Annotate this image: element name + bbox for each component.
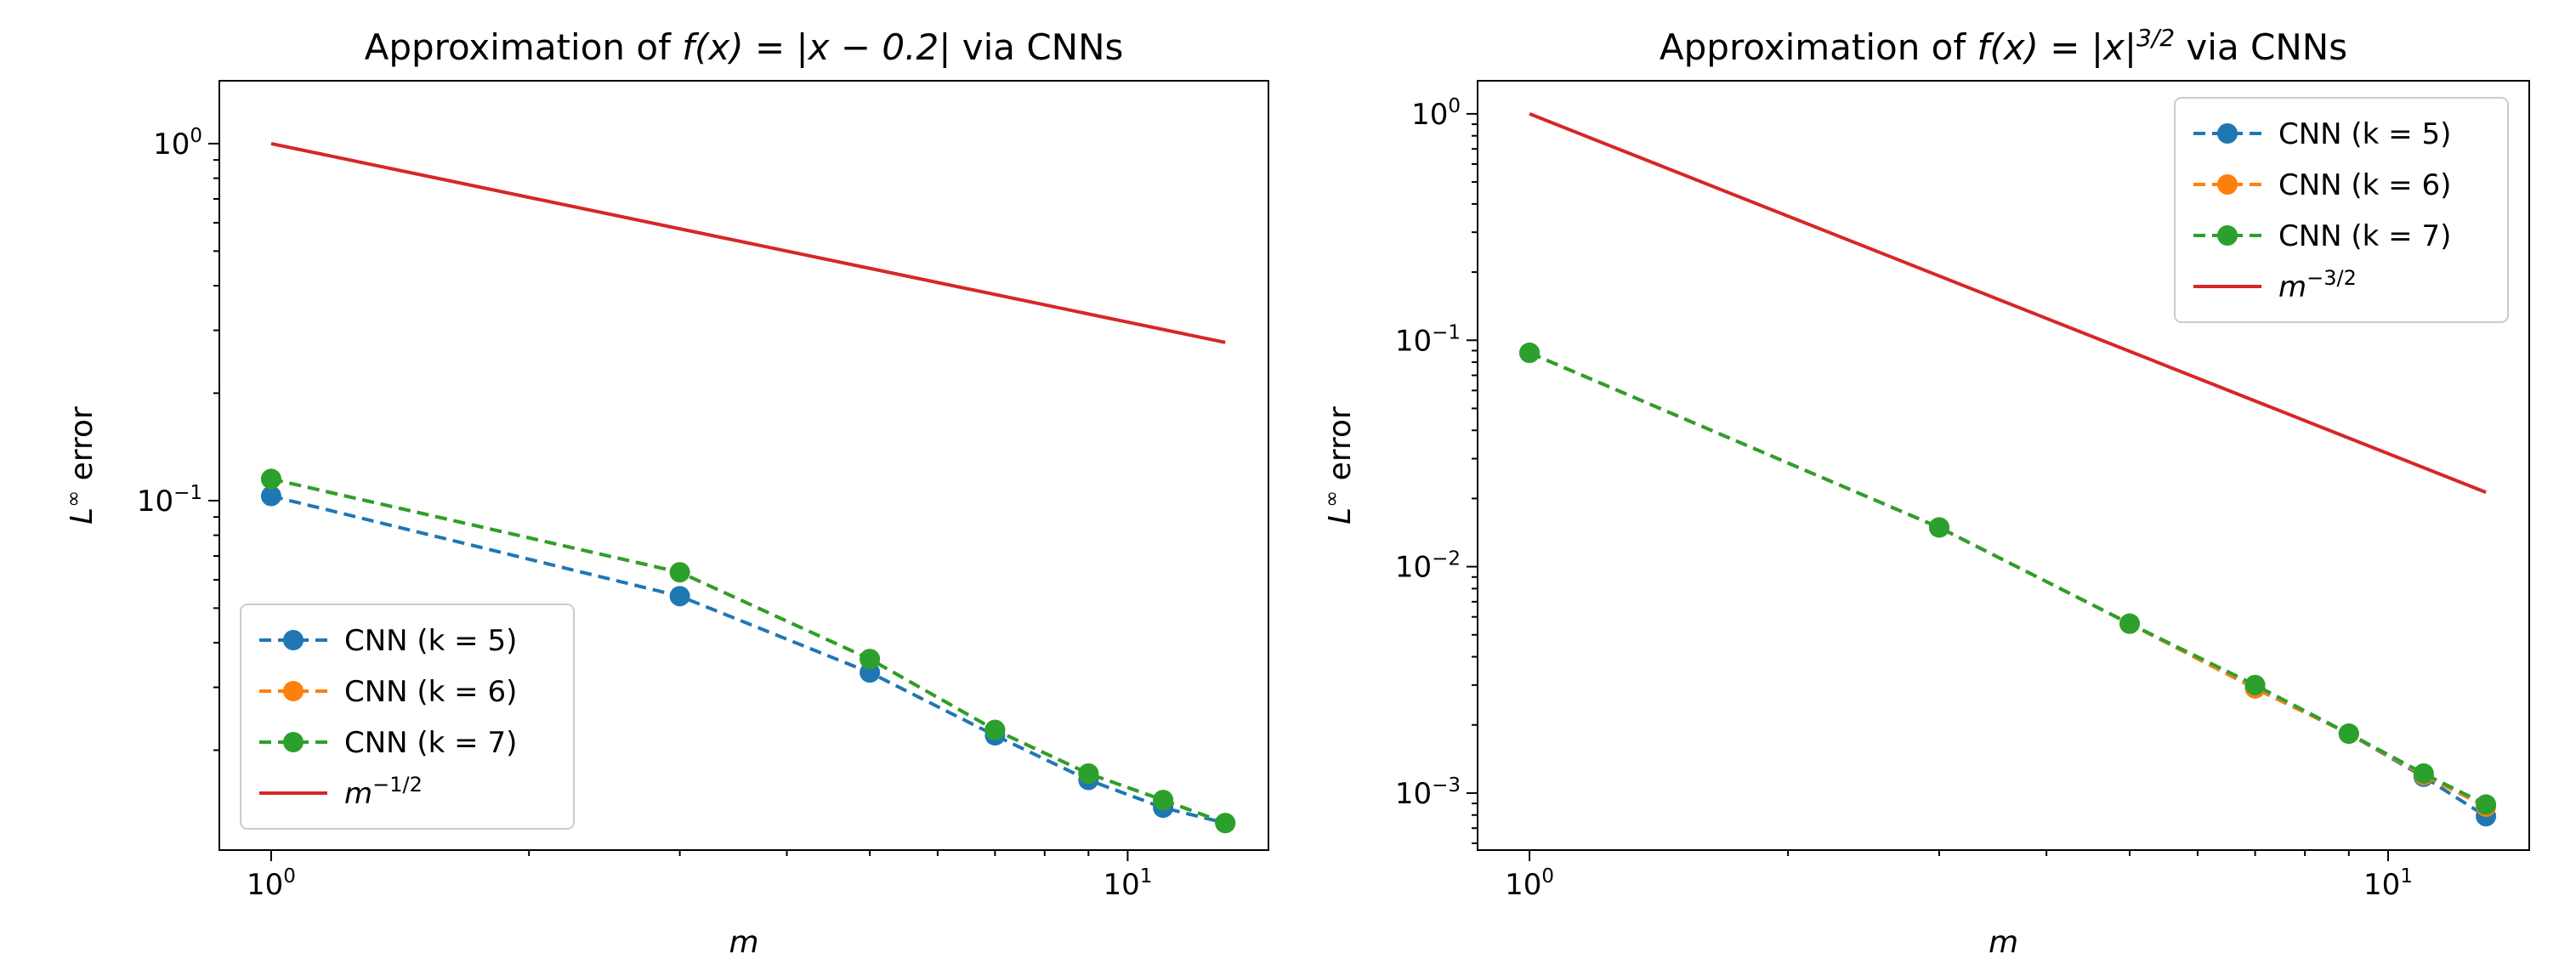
chart-title: Approximation of f(x) = |x − 0.2| via CN… (365, 26, 1124, 68)
legend-marker (283, 630, 304, 650)
legend-marker (2217, 123, 2238, 144)
data-point (2413, 763, 2434, 784)
legend-label: CNN (k = 5) (2278, 117, 2451, 151)
legend-entry: CNN (k = 7) (2193, 219, 2451, 253)
y-tick-label: 10−3 (1395, 774, 1461, 811)
reference-line (1529, 112, 2487, 494)
legend-entry: CNN (k = 6) (2193, 168, 2451, 202)
data-point (984, 719, 1006, 740)
data-point (669, 586, 690, 607)
legend-entry: CNN (k = 6) (259, 675, 517, 709)
y-tick-label: 100 (153, 125, 202, 162)
data-point (260, 485, 281, 507)
data-point (1928, 517, 1949, 538)
data-point (2119, 613, 2140, 634)
legend-label: CNN (k = 7) (344, 726, 517, 760)
legend-entry: CNN (k = 5) (2193, 117, 2451, 151)
data-point (2244, 674, 2266, 695)
legend-entry: m−1/2 (259, 773, 423, 811)
legend-marker (2217, 225, 2238, 246)
x-tick-label: 100 (247, 865, 296, 902)
legend-entry: CNN (k = 7) (259, 726, 517, 760)
legend-label: CNN (k = 6) (2278, 168, 2451, 202)
y-tick-label: 10−1 (1395, 321, 1461, 358)
y-tick-label: 100 (1411, 95, 1461, 132)
x-axis-label: m (1989, 925, 2018, 960)
chart-title: Approximation of f(x) = |x|3/2 via CNNs (1660, 24, 2347, 68)
x-axis-label: m (729, 925, 758, 960)
series-cnn-k5 (1519, 343, 2497, 827)
legend-marker (2217, 174, 2238, 195)
y-axis-label: L∞ error (1319, 406, 1358, 525)
legend-marker (283, 681, 304, 701)
legend: CNN (k = 5) CNN (k = 6) CNN (k = 7) m−1/2 (240, 604, 575, 830)
data-point (1519, 343, 1540, 364)
legend-entry: CNN (k = 5) (259, 624, 517, 658)
plot-frame (1477, 80, 2530, 851)
reference-line (270, 141, 1226, 344)
x-tick-label: 101 (2363, 865, 2413, 902)
y-tick-label: 10−2 (1395, 548, 1461, 585)
data-point (2476, 794, 2497, 815)
legend-label: CNN (k = 5) (344, 624, 517, 658)
chart-left: Approximation of f(x) = |x − 0.2| via CN… (61, 26, 1269, 960)
legend-box (2174, 97, 2509, 323)
data-point (1078, 763, 1099, 784)
data-point (1153, 790, 1174, 811)
series-line (270, 141, 1226, 344)
y-tick-label: 10−1 (137, 482, 202, 519)
series-line (1529, 112, 2487, 494)
data-point (860, 649, 881, 670)
data-point (1215, 813, 1236, 834)
legend-marker (283, 732, 304, 752)
series-cnn-k6 (1519, 343, 2497, 818)
x-tick-label: 101 (1103, 865, 1152, 902)
series-line (1529, 351, 2488, 818)
data-point (2338, 723, 2359, 745)
data-point (669, 562, 690, 583)
legend: CNN (k = 5) CNN (k = 6) CNN (k = 7) m−3/2 (2174, 97, 2509, 323)
chart-right: Approximation of f(x) = |x|3/2 via CNNs 1… (1319, 24, 2530, 960)
legend-label: CNN (k = 6) (344, 675, 517, 709)
series-cnn-k7 (1519, 343, 2497, 815)
plot-frame (218, 80, 1269, 851)
legend-label: CNN (k = 7) (2278, 219, 2451, 253)
data-point (260, 468, 281, 490)
legend-box (240, 604, 575, 830)
legend-label: m−1/2 (344, 773, 423, 811)
series-cnn-k7 (260, 468, 1236, 834)
y-axis-label: L∞ error (61, 406, 99, 525)
legend-label: m−3/2 (2278, 266, 2357, 304)
x-tick-label: 100 (1505, 865, 1554, 902)
legend-entry: m−3/2 (2193, 266, 2357, 304)
